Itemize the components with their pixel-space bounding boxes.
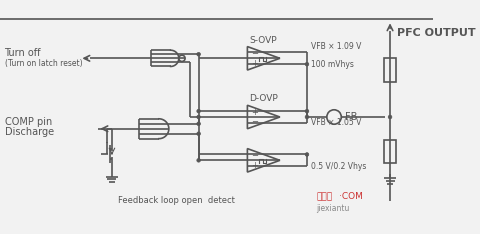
Text: VFB × 1.05 V: VFB × 1.05 V <box>312 118 362 127</box>
Text: (Turn on latch reset): (Turn on latch reset) <box>4 59 82 68</box>
Circle shape <box>305 62 309 66</box>
Circle shape <box>197 52 201 56</box>
Text: 100 mVhys: 100 mVhys <box>312 60 354 69</box>
Circle shape <box>388 115 392 119</box>
Text: +: + <box>251 108 258 117</box>
Text: +: + <box>251 59 258 68</box>
Text: D-OVP: D-OVP <box>249 95 278 103</box>
Text: FB: FB <box>345 112 357 122</box>
Text: Feedback loop open  detect: Feedback loop open detect <box>118 197 235 205</box>
Text: S-OVP: S-OVP <box>250 36 277 45</box>
Text: VFB × 1.09 V: VFB × 1.09 V <box>312 42 362 51</box>
Circle shape <box>305 109 309 113</box>
Text: Turn off: Turn off <box>4 48 41 58</box>
Text: ·COM: ·COM <box>338 192 362 201</box>
Circle shape <box>305 115 309 119</box>
Circle shape <box>197 132 201 135</box>
Bar <box>384 139 396 163</box>
Text: 继线图: 继线图 <box>316 192 332 201</box>
Text: jiexiantu: jiexiantu <box>316 204 349 213</box>
Circle shape <box>197 109 201 113</box>
Circle shape <box>197 122 201 126</box>
Text: −: − <box>251 151 258 160</box>
Text: +: + <box>251 161 258 170</box>
Circle shape <box>197 158 201 162</box>
Bar <box>384 58 396 82</box>
Text: −: − <box>251 49 258 58</box>
Circle shape <box>305 153 309 156</box>
Text: PFC OUTPUT: PFC OUTPUT <box>397 28 476 38</box>
Text: Discharge: Discharge <box>4 127 54 137</box>
Text: −: − <box>251 117 258 126</box>
Circle shape <box>197 115 201 119</box>
Text: COMP pin: COMP pin <box>4 117 52 127</box>
Text: 0.5 V/0.2 Vhys: 0.5 V/0.2 Vhys <box>312 162 367 171</box>
